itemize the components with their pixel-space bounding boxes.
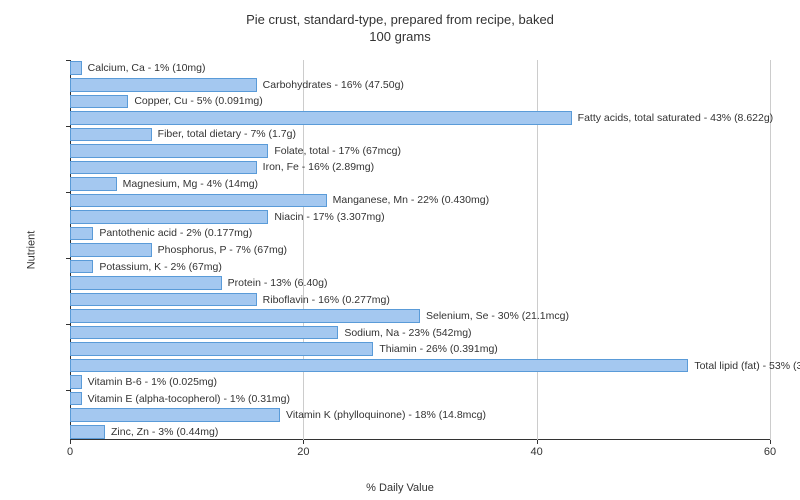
bar-label: Folate, total - 17% (67mcg) bbox=[274, 145, 401, 157]
bar bbox=[70, 375, 82, 389]
x-axis-label: % Daily Value bbox=[366, 482, 434, 494]
bar-row: Niacin - 17% (3.307mg) bbox=[70, 210, 385, 224]
bar-row: Vitamin E (alpha-tocopherol) - 1% (0.31m… bbox=[70, 392, 290, 406]
bar-row: Potassium, K - 2% (67mg) bbox=[70, 260, 222, 274]
x-tick-label: 20 bbox=[297, 446, 309, 458]
bar bbox=[70, 293, 257, 307]
bar bbox=[70, 78, 257, 92]
bar-label: Pantothenic acid - 2% (0.177mg) bbox=[99, 227, 252, 239]
bar-label: Copper, Cu - 5% (0.091mg) bbox=[134, 95, 262, 107]
bar-label: Calcium, Ca - 1% (10mg) bbox=[88, 62, 206, 74]
bar bbox=[70, 128, 152, 142]
bar-label: Total lipid (fat) - 53% (34.60g) bbox=[694, 360, 800, 372]
x-tick bbox=[770, 440, 771, 444]
chart-container: Pie crust, standard-type, prepared from … bbox=[0, 0, 800, 500]
bar-row: Folate, total - 17% (67mcg) bbox=[70, 144, 401, 158]
bar-label: Riboflavin - 16% (0.277mg) bbox=[263, 294, 390, 306]
bar-row: Fatty acids, total saturated - 43% (8.62… bbox=[70, 111, 773, 125]
bar-row: Vitamin B-6 - 1% (0.025mg) bbox=[70, 375, 217, 389]
bars-area: Calcium, Ca - 1% (10mg) Carbohydrates - 1… bbox=[70, 60, 770, 440]
bar-label: Vitamin E (alpha-tocopherol) - 1% (0.31m… bbox=[88, 393, 290, 405]
bar-label: Fatty acids, total saturated - 43% (8.62… bbox=[578, 112, 774, 124]
x-tick bbox=[303, 440, 304, 444]
bar bbox=[70, 326, 338, 340]
bar bbox=[70, 194, 327, 208]
x-tick-label: 40 bbox=[531, 446, 543, 458]
bar-label: Vitamin B-6 - 1% (0.025mg) bbox=[88, 376, 217, 388]
bar-row: Pantothenic acid - 2% (0.177mg) bbox=[70, 227, 252, 241]
bar-row: Fiber, total dietary - 7% (1.7g) bbox=[70, 128, 296, 142]
bar-label: Potassium, K - 2% (67mg) bbox=[99, 261, 222, 273]
bar-label: Selenium, Se - 30% (21.1mcg) bbox=[426, 310, 569, 322]
y-axis-label: Nutrient bbox=[25, 231, 37, 270]
bar-label: Thiamin - 26% (0.391mg) bbox=[379, 343, 497, 355]
plot-area: 0204060 Calcium, Ca - 1% (10mg)Carbohydr… bbox=[70, 60, 770, 440]
bar bbox=[70, 111, 572, 125]
bar-row: Manganese, Mn - 22% (0.430mg) bbox=[70, 194, 489, 208]
bar bbox=[70, 161, 257, 175]
x-tick-label: 0 bbox=[67, 446, 73, 458]
x-tick bbox=[70, 440, 71, 444]
bar-label: Vitamin K (phylloquinone) - 18% (14.8mcg… bbox=[286, 409, 486, 421]
bar bbox=[70, 309, 420, 323]
bar-row: Magnesium, Mg - 4% (14mg) bbox=[70, 177, 258, 191]
bar bbox=[70, 342, 373, 356]
bar-label: Carbohydrates - 16% (47.50g) bbox=[263, 79, 404, 91]
bar-row: Protein - 13% (6.40g) bbox=[70, 276, 327, 290]
bar bbox=[70, 408, 280, 422]
bar-row: Zinc, Zn - 3% (0.44mg) bbox=[70, 425, 218, 439]
bar-row: Total lipid (fat) - 53% (34.60g) bbox=[70, 359, 800, 373]
bar bbox=[70, 61, 82, 75]
bar bbox=[70, 177, 117, 191]
bar bbox=[70, 276, 222, 290]
bar-label: Niacin - 17% (3.307mg) bbox=[274, 211, 384, 223]
bar-label: Sodium, Na - 23% (542mg) bbox=[344, 327, 471, 339]
bar-label: Fiber, total dietary - 7% (1.7g) bbox=[158, 128, 296, 140]
bar bbox=[70, 227, 93, 241]
x-tick-label: 60 bbox=[764, 446, 776, 458]
bar-row: Riboflavin - 16% (0.277mg) bbox=[70, 293, 390, 307]
bar bbox=[70, 260, 93, 274]
bar-row: Vitamin K (phylloquinone) - 18% (14.8mcg… bbox=[70, 408, 486, 422]
bar-row: Calcium, Ca - 1% (10mg) bbox=[70, 61, 206, 75]
chart-title: Pie crust, standard-type, prepared from … bbox=[0, 0, 800, 46]
bar-row: Thiamin - 26% (0.391mg) bbox=[70, 342, 498, 356]
bar-label: Manganese, Mn - 22% (0.430mg) bbox=[333, 194, 489, 206]
bar-row: Selenium, Se - 30% (21.1mcg) bbox=[70, 309, 569, 323]
bar-row: Iron, Fe - 16% (2.89mg) bbox=[70, 161, 374, 175]
bar bbox=[70, 425, 105, 439]
bar bbox=[70, 359, 688, 373]
bar-row: Phosphorus, P - 7% (67mg) bbox=[70, 243, 287, 257]
bar bbox=[70, 392, 82, 406]
title-line-1: Pie crust, standard-type, prepared from … bbox=[0, 12, 800, 29]
bar bbox=[70, 243, 152, 257]
bar-row: Copper, Cu - 5% (0.091mg) bbox=[70, 95, 263, 109]
bar bbox=[70, 210, 268, 224]
bar-label: Zinc, Zn - 3% (0.44mg) bbox=[111, 426, 218, 438]
bar-label: Phosphorus, P - 7% (67mg) bbox=[158, 244, 287, 256]
bar-row: Sodium, Na - 23% (542mg) bbox=[70, 326, 472, 340]
bar bbox=[70, 144, 268, 158]
x-tick bbox=[537, 440, 538, 444]
bar-label: Magnesium, Mg - 4% (14mg) bbox=[123, 178, 258, 190]
bar-label: Protein - 13% (6.40g) bbox=[228, 277, 328, 289]
title-line-2: 100 grams bbox=[0, 29, 800, 46]
bar-label: Iron, Fe - 16% (2.89mg) bbox=[263, 161, 374, 173]
bar bbox=[70, 95, 128, 109]
bar-row: Carbohydrates - 16% (47.50g) bbox=[70, 78, 404, 92]
